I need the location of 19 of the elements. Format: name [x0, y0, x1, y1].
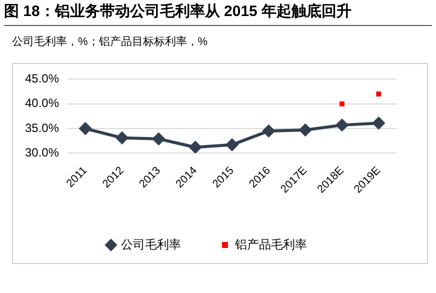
y-tick-label: 45.0% [24, 72, 60, 86]
point [372, 117, 385, 130]
point [226, 138, 238, 151]
point [299, 124, 312, 136]
point [189, 141, 202, 154]
point [262, 124, 275, 137]
point [116, 132, 128, 144]
chart-title: 图 18：铝业务带动公司毛利率从 2015 年起触底回升 [4, 2, 352, 21]
point [336, 119, 348, 132]
point [340, 101, 344, 106]
point [79, 122, 92, 135]
chart-subtitle: 公司毛利率，%；铝产品目标标利率，% [12, 34, 208, 49]
point [376, 92, 382, 96]
y-tick-label: 35.0% [24, 120, 60, 135]
y-tick-label: 30.0% [24, 145, 60, 160]
legend-label: 铝产品毛利率 [234, 237, 307, 252]
point [152, 132, 165, 145]
legend-label: 公司毛利率 [121, 237, 181, 252]
y-tick-label: 40.0% [24, 96, 60, 110]
